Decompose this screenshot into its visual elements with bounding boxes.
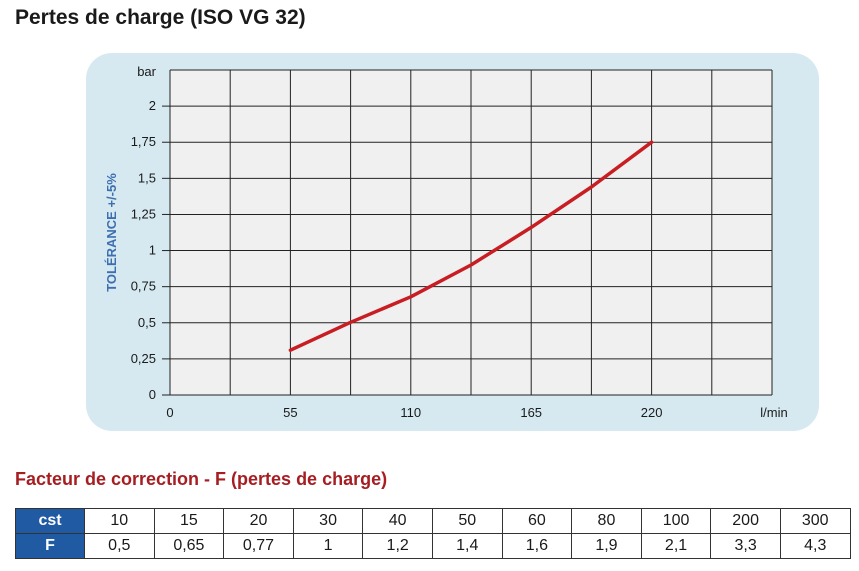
y-tick-label: 2 bbox=[149, 98, 156, 113]
table-cell: 3,3 bbox=[710, 533, 781, 559]
table-cell: 1 bbox=[292, 533, 364, 559]
table-cell: 1,6 bbox=[501, 533, 573, 559]
x-tick-label: 55 bbox=[283, 405, 297, 420]
y-tick-label: 0 bbox=[149, 387, 156, 402]
table-cell: 0,77 bbox=[223, 533, 294, 559]
table-cell: 60 bbox=[501, 508, 573, 534]
table-cell: 40 bbox=[362, 508, 433, 534]
table-cell: 50 bbox=[431, 508, 503, 534]
row-header: cst bbox=[15, 508, 85, 534]
table-cell: 2,1 bbox=[640, 533, 712, 559]
table-cell: 1,4 bbox=[431, 533, 503, 559]
x-unit-label: l/min bbox=[760, 405, 787, 420]
table-cell: 200 bbox=[710, 508, 781, 534]
y-tick-label: 0,75 bbox=[131, 279, 156, 294]
y-unit-label: bar bbox=[137, 64, 156, 79]
y-tick-label: 1,75 bbox=[131, 134, 156, 149]
pressure-drop-chart: 0 0,25 0,5 0,75 1 1,25 1,5 1,75 2 bar 0 55 110 165 220… bbox=[104, 64, 788, 420]
table-cell: 0,65 bbox=[153, 533, 225, 559]
table-cell: 20 bbox=[223, 508, 294, 534]
row-header: F bbox=[15, 533, 85, 559]
correction-row-f: F 0,5 0,65 0,77 1 1,2 1,4 1,6 1,9 2,1 3,3 4,3 bbox=[15, 533, 851, 559]
page-title: Pertes de charge (ISO VG 32) bbox=[15, 6, 306, 29]
table-cell: 10 bbox=[84, 508, 155, 534]
correction-table: cst 10 15 20 30 40 50 60 80 100 200 300 F 0,5 0,65 0,77… bbox=[15, 508, 851, 559]
series-line bbox=[288, 140, 654, 352]
correction-row-cst: cst 10 15 20 30 40 50 60 80 100 200 300 bbox=[15, 508, 851, 534]
correction-title: Facteur de correction - F (pertes de cha… bbox=[15, 469, 388, 489]
y-tick-label: 0,25 bbox=[131, 351, 156, 366]
x-tick-label: 0 bbox=[166, 405, 173, 420]
table-cell: 4,3 bbox=[779, 533, 851, 559]
x-tick-label: 110 bbox=[400, 405, 421, 420]
table-cell: 100 bbox=[640, 508, 712, 534]
table-cell: 80 bbox=[571, 508, 642, 534]
x-tick-label: 220 bbox=[641, 405, 663, 420]
table-cell: 15 bbox=[153, 508, 225, 534]
table-cell: 1,9 bbox=[571, 533, 642, 559]
table-cell: 0,5 bbox=[84, 533, 155, 559]
x-tick-label: 165 bbox=[520, 405, 542, 420]
y-axis-title: TOLÉRANCE +/-5% bbox=[104, 173, 119, 292]
y-tick-label: 1,5 bbox=[138, 170, 156, 185]
table-cell: 1,2 bbox=[362, 533, 433, 559]
y-tick-label: 1,25 bbox=[131, 206, 156, 221]
table-cell: 300 bbox=[779, 508, 851, 534]
y-tick-label: 0,5 bbox=[138, 315, 156, 330]
table-cell: 30 bbox=[292, 508, 364, 534]
y-tick-label: 1 bbox=[149, 243, 156, 258]
